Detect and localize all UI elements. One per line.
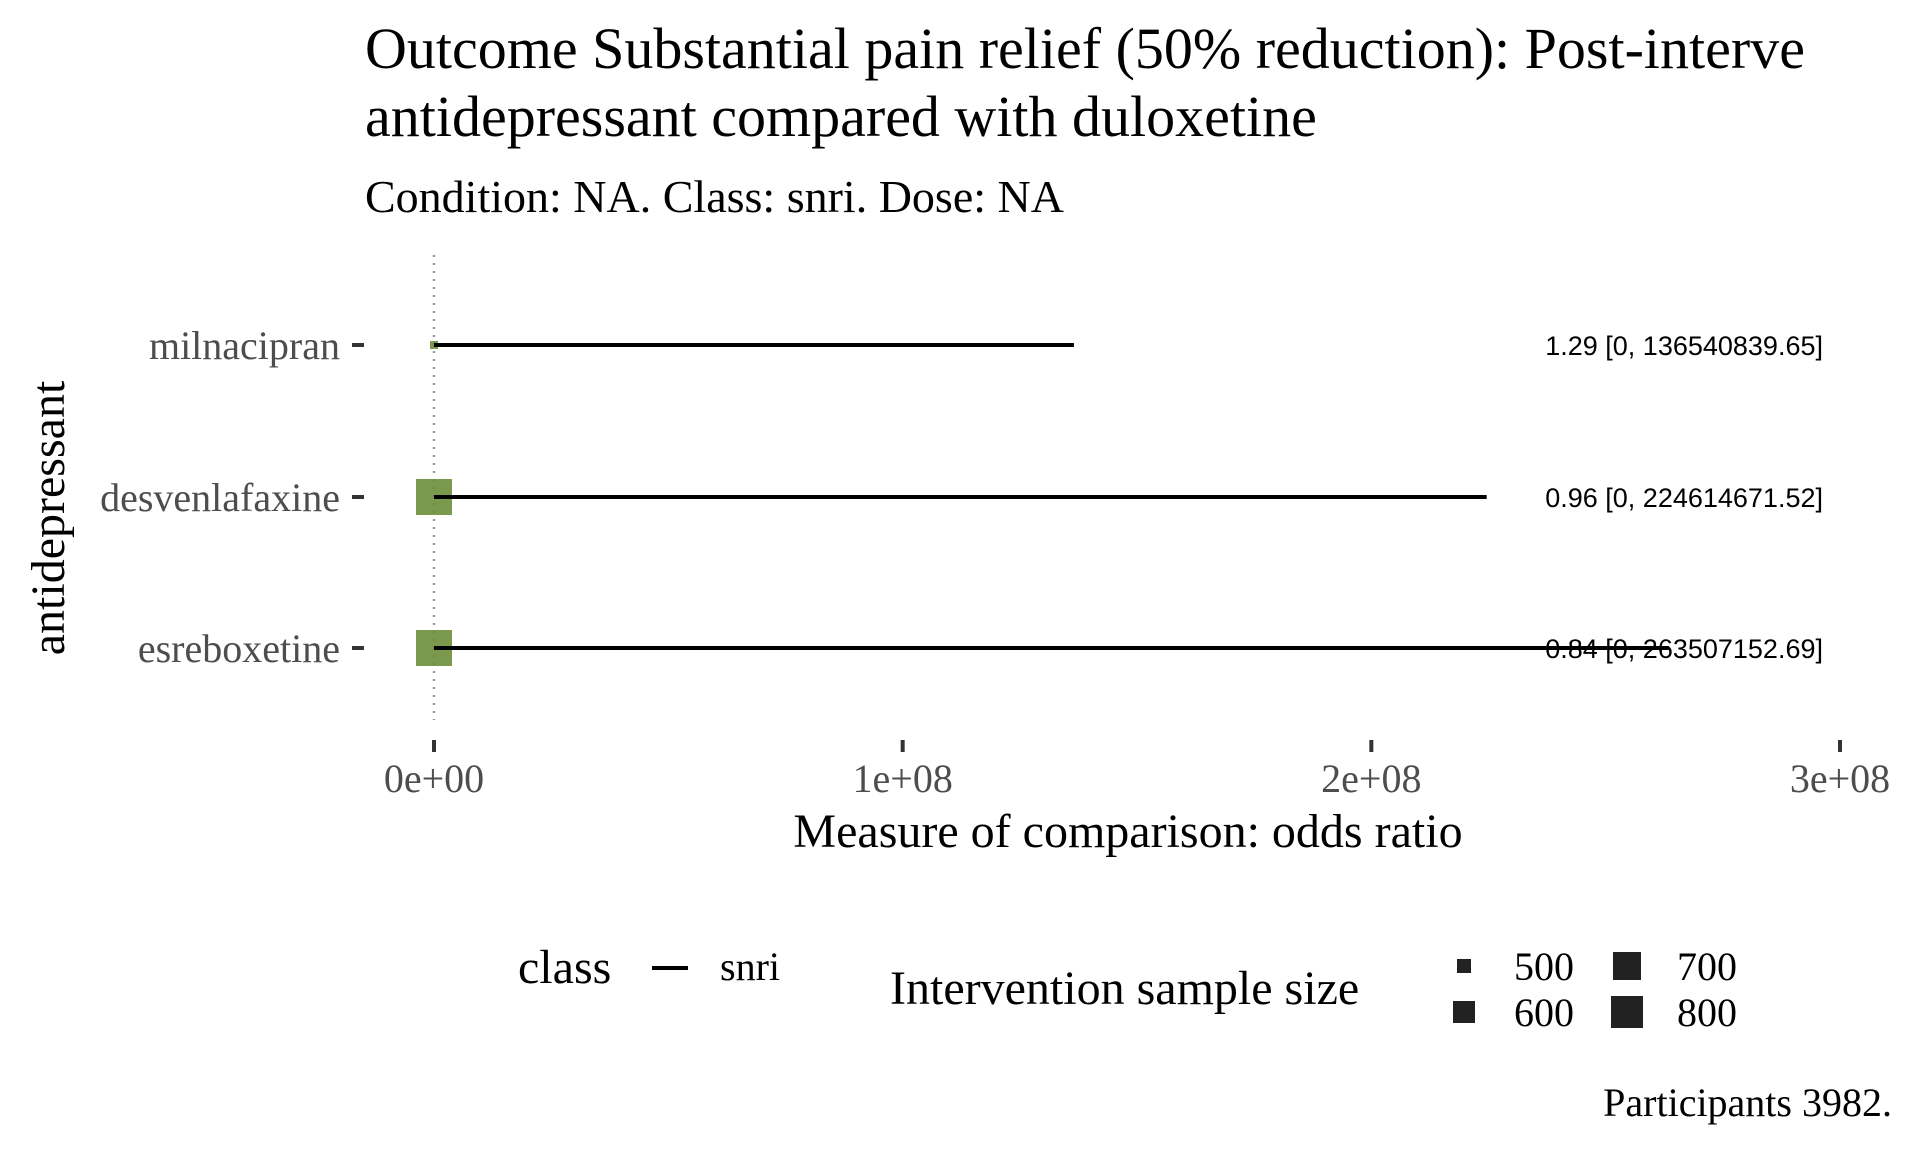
class-legend-item: snri (720, 944, 780, 989)
y-tick-label: esreboxetine (138, 626, 340, 671)
chart-title-line-1: Outcome Substantial pain relief (50% red… (365, 16, 1805, 81)
x-axis-label: Measure of comparison: odds ratio (793, 805, 1462, 858)
x-tick-label: 2e+08 (1321, 756, 1421, 801)
y-axis-label: antidepressant (22, 380, 75, 655)
plot-area: 0e+00 1e+08 2e+08 3e+08 milnacipran 1.29 [0, … (100, 255, 1890, 801)
y-tick-label: desvenlafaxine (100, 475, 340, 520)
size-legend-key (1611, 996, 1643, 1028)
chart-title-line-2: antidepressant compared with duloxetine (365, 84, 1317, 149)
size-legend-key (1453, 1001, 1475, 1023)
size-legend-label: 600 (1514, 990, 1574, 1035)
size-legend-title: Intervention sample size (890, 962, 1359, 1015)
x-tick-label: 3e+08 (1790, 756, 1890, 801)
size-legend-key (1613, 952, 1641, 980)
chart-subtitle: Condition: NA. Class: snri. Dose: NA (365, 171, 1064, 222)
size-legend-label: 500 (1514, 944, 1574, 989)
x-tick-label: 0e+00 (384, 756, 484, 801)
caption: Participants 3982. (1603, 1080, 1892, 1125)
y-tick-label: milnacipran (149, 323, 340, 368)
estimate-label: 0.84 [0, 263507152.69] (1545, 634, 1823, 664)
x-tick-label: 1e+08 (853, 756, 953, 801)
size-legend-label: 700 (1677, 944, 1737, 989)
class-legend-title: class (518, 941, 611, 994)
legend: class snri Intervention sample size 5006… (518, 941, 1737, 1035)
estimate-label: 1.29 [0, 136540839.65] (1545, 331, 1823, 361)
size-legend-key (1457, 959, 1471, 973)
size-legend-label: 800 (1677, 990, 1737, 1035)
estimate-label: 0.96 [0, 224614671.52] (1545, 483, 1823, 513)
